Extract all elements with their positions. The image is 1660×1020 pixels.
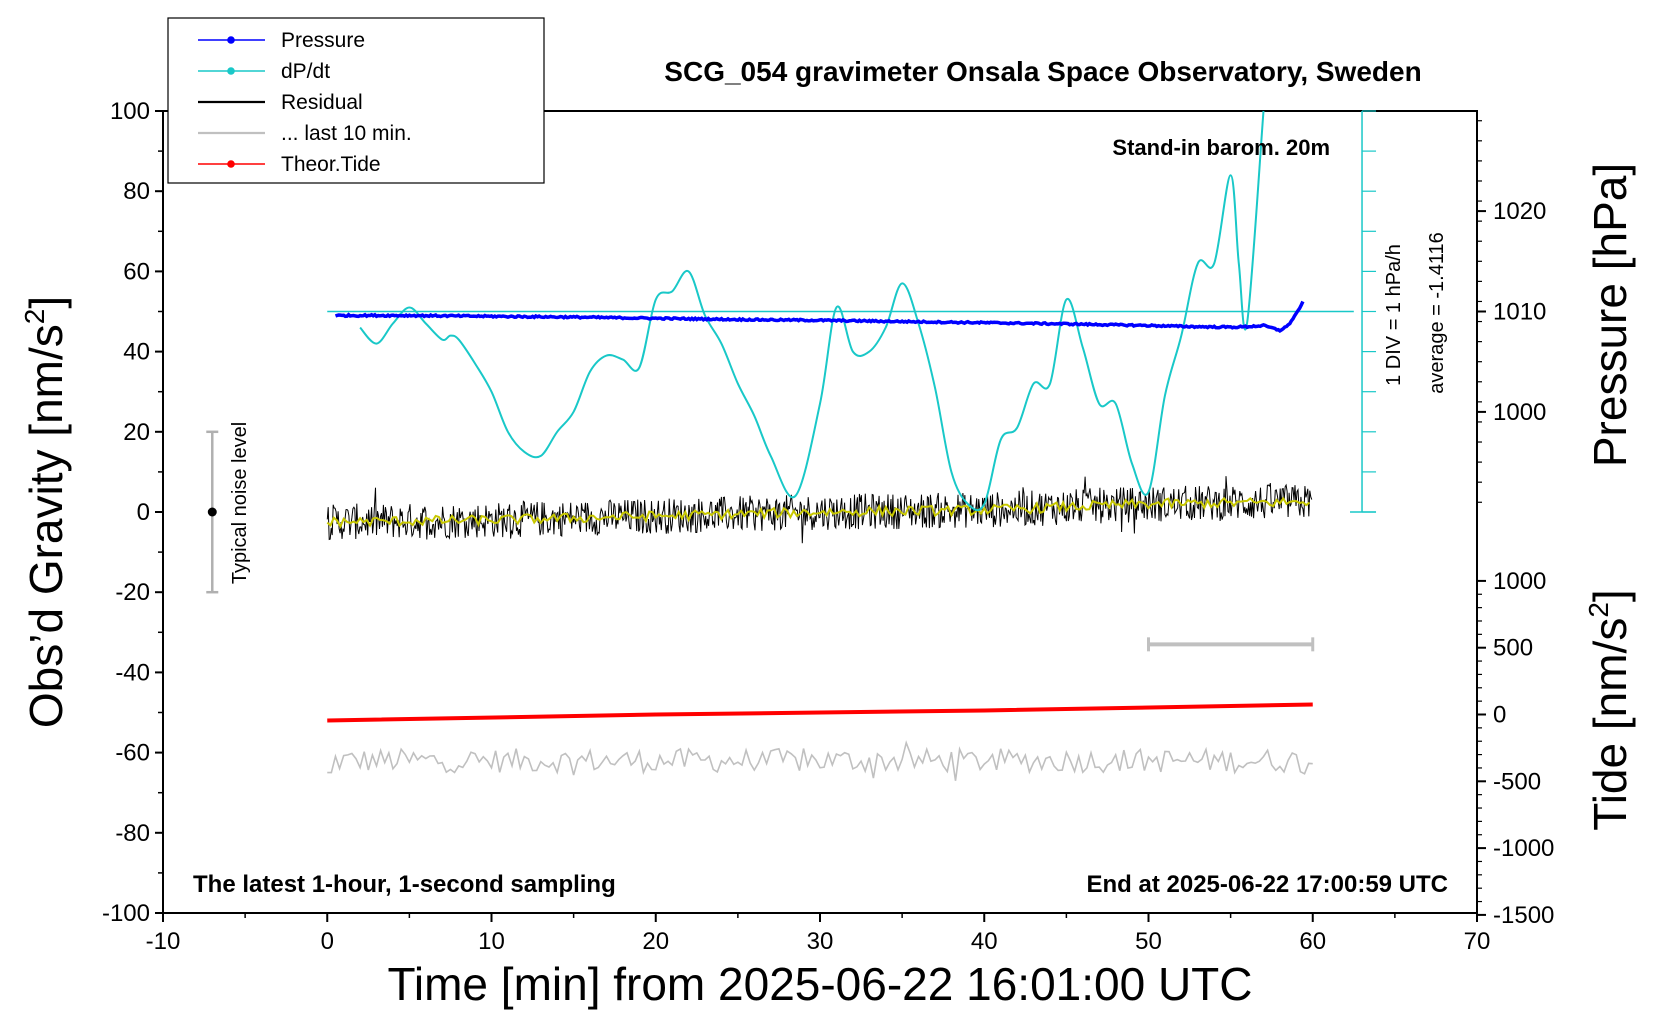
x-tick-label: 50 [1135, 928, 1162, 955]
x-tick-label: 70 [1464, 928, 1491, 955]
tide-line [327, 702, 1313, 723]
pressure-line [334, 300, 1305, 334]
pressure-tick-label: 1020 [1493, 198, 1546, 225]
sampling-note: The latest 1-hour, 1-second sampling [193, 871, 616, 898]
x-tick-label: 10 [478, 928, 505, 955]
y-tick-label: 40 [123, 339, 150, 366]
x-tick-label: 0 [321, 928, 334, 955]
tide-tick-label: -1000 [1493, 835, 1554, 862]
noise-level-label: Typical noise level [229, 422, 251, 584]
y-tick-label: 20 [123, 419, 150, 446]
legend-label: Pressure [281, 29, 365, 52]
tide-tick-label: 1000 [1493, 568, 1546, 595]
y-tick-label: -100 [102, 900, 150, 927]
legend-marker [227, 36, 235, 44]
y-tick-label: -80 [115, 820, 150, 847]
x-tick-label: -10 [146, 928, 181, 955]
tide-tick-label: 500 [1493, 635, 1533, 662]
tide-tick-label: -500 [1493, 768, 1541, 795]
residual-smooth-line [326, 496, 1311, 529]
y-tick-label: 60 [123, 258, 150, 285]
axis-ticks: -10 0 10 20 30 40 50 60 70100806040200-20-40-60-… [102, 98, 1554, 955]
x-axis-label: Time [min] from 2025-06-22 16:01:00 UTC [388, 958, 1253, 1010]
chart-title: SCG_054 gravimeter Onsala Space Observat… [664, 56, 1421, 87]
dpdt-scale-bar [1350, 110, 1377, 513]
pressure-tick-label: 1010 [1493, 299, 1546, 326]
x-tick-label: 30 [807, 928, 834, 955]
average-label: average = -1.4116 [1426, 232, 1448, 393]
legend-label: dP/dt [281, 60, 330, 83]
y-tick-label: 80 [123, 178, 150, 205]
legend-marker [227, 160, 235, 168]
residual-line [326, 476, 1313, 544]
pressure-tick-label: 1000 [1493, 399, 1546, 426]
legend-box [167, 17, 545, 184]
barometer-note: Stand-in barom. 20m [1112, 135, 1330, 160]
legend-label: ... last 10 min. [281, 122, 412, 145]
y-tick-label: -20 [115, 579, 150, 606]
y-axis-label-pressure: Pressure [hPa] [1584, 163, 1636, 467]
noise-level-dot [207, 507, 217, 517]
y-axis-label-left: Obs’d Gravity [nm/s2] [19, 296, 72, 728]
dpdt-line [359, 110, 1265, 512]
y-axis-label-tide: Tide [nm/s2] [1583, 589, 1636, 830]
y-tick-label: -60 [115, 740, 150, 767]
legend: Pressure dP/dt Residual ... last 10 min. The… [167, 17, 545, 184]
legend-marker [227, 67, 235, 75]
tide-tick-label: -1500 [1493, 902, 1554, 929]
y-tick-label: 0 [137, 499, 150, 526]
legend-label: Theor.Tide [281, 153, 381, 176]
x-tick-label: 40 [971, 928, 998, 955]
last10-line [327, 740, 1313, 781]
legend-label: Residual [281, 91, 363, 114]
div-label: 1 DIV = 1 hPa/h [1383, 244, 1405, 386]
x-tick-label: 20 [642, 928, 669, 955]
end-time-note: End at 2025-06-22 17:00:59 UTC [1087, 871, 1449, 898]
tide-tick-label: 0 [1493, 702, 1506, 729]
y-tick-label: 100 [110, 98, 150, 125]
data-series [206, 110, 1354, 781]
y-tick-label: -40 [115, 659, 150, 686]
x-tick-label: 60 [1299, 928, 1326, 955]
